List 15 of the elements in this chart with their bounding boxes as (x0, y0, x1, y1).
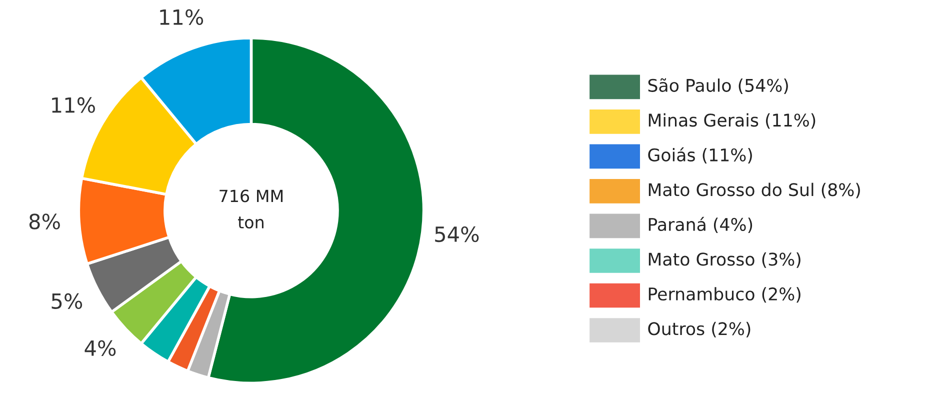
data-label: 11% (52, 97, 95, 113)
data-label: 5% (52, 293, 82, 310)
category-label: Minas Gerais (11%) (648, 113, 816, 129)
category-label: Pernambuco (2%) (648, 287, 800, 303)
text: 716 MM ton (220, 190, 283, 229)
category-label: Mato Grosso (3%) (648, 252, 800, 268)
data-label: 4% (84, 340, 116, 356)
category-label: Paraná (4%) (648, 216, 752, 234)
category-label: Mato Grosso do Sul (8%) (648, 182, 860, 198)
data-label: 11% (160, 9, 204, 25)
data-label: 54% (435, 226, 479, 242)
category-label: Outros (2%) (648, 322, 750, 338)
data-label: 8% (29, 214, 60, 230)
category-label: Goiás (11%) (648, 147, 752, 164)
category-label: São Paulo (54%) (648, 78, 788, 94)
